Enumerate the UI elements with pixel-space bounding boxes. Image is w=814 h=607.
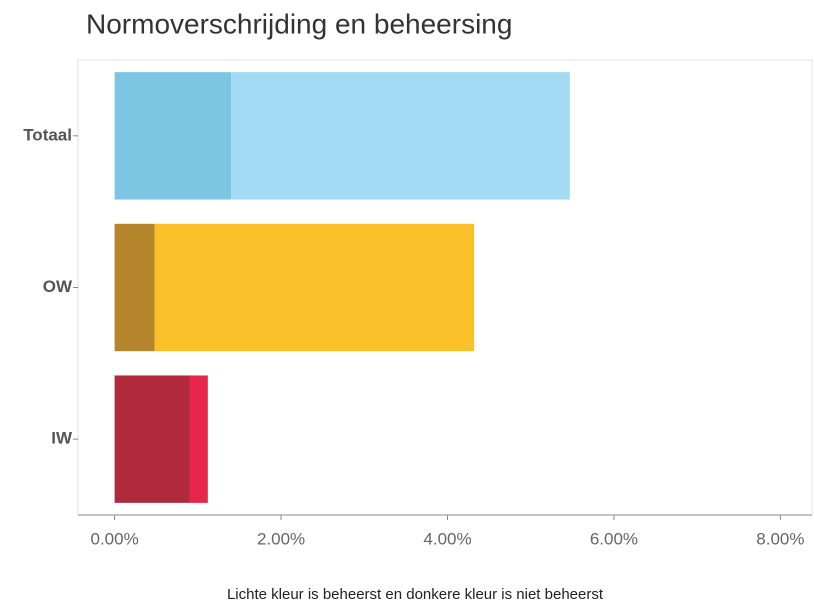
y-tick-label: Totaal (23, 125, 72, 144)
caption: Lichte kleur is beheerst en donkere kleu… (227, 586, 604, 603)
bar-segment (189, 375, 208, 503)
bar-segment (114, 375, 190, 503)
x-tick-label: 2.00% (257, 529, 305, 548)
bar-segment (114, 223, 155, 352)
y-tick-label: OW (43, 277, 73, 296)
bar-segment (231, 72, 570, 200)
x-tick-label: 8.00% (756, 529, 804, 548)
bar-segment (114, 72, 232, 200)
x-tick-label: 6.00% (590, 529, 638, 548)
bar-segment (154, 223, 475, 352)
x-tick-label: 4.00% (423, 529, 471, 548)
x-tick-label: 0.00% (91, 529, 139, 548)
y-tick-label: IW (51, 429, 73, 448)
chart-title: Normoverschrijding en beheersing (86, 8, 512, 39)
